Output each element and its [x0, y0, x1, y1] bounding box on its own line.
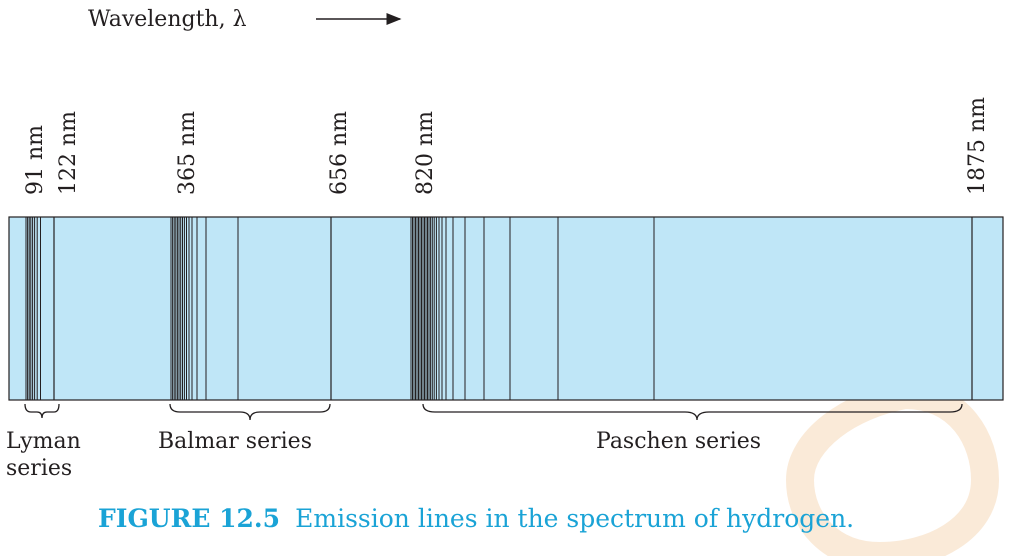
caption-label: FIGURE 12.5 [98, 504, 280, 533]
lyman-label-line-2: series [6, 456, 72, 481]
balmer-label: Balmar series [158, 429, 312, 454]
figure-caption: FIGURE 12.5 Emission lines in the spectr… [98, 504, 854, 533]
emission-lines [25, 217, 973, 400]
balmer-brace [169, 403, 331, 421]
wavelength-labels: 91 nm 122 nm 365 nm 656 nm 820 nm 1875 n… [23, 97, 990, 195]
series-braces [24, 403, 963, 421]
label-365nm: 365 nm [175, 111, 200, 195]
label-820nm: 820 nm [413, 111, 438, 195]
label-91nm: 91 nm [23, 125, 48, 195]
lyman-label-line-1: Lyman [6, 429, 81, 454]
label-122nm: 122 nm [56, 111, 81, 195]
lyman-brace [24, 403, 60, 419]
label-1875nm: 1875 nm [965, 97, 990, 195]
label-656nm: 656 nm [327, 111, 352, 195]
wavelength-heading: Wavelength, λ [88, 7, 247, 32]
spectrum-band [8, 216, 1004, 401]
caption-text: Emission lines in the spectrum of hydrog… [295, 504, 854, 533]
paschen-brace [422, 403, 963, 421]
paschen-label: Paschen series [596, 429, 761, 454]
